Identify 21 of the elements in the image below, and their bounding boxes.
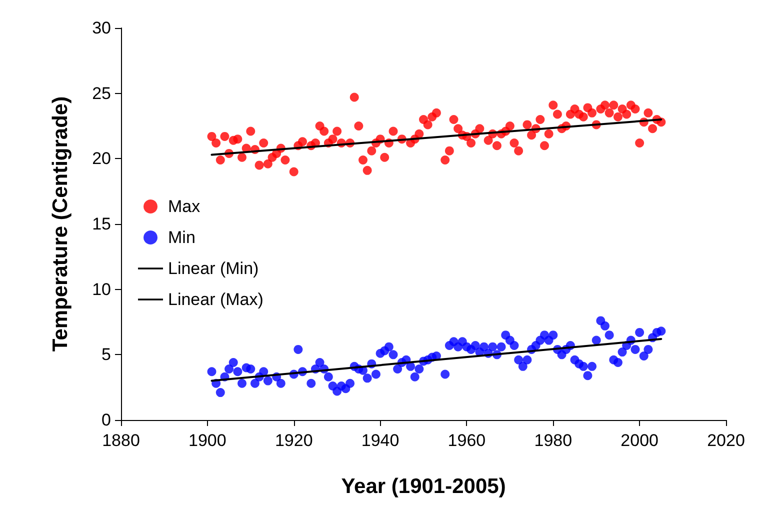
x-tick-label: 1980: [534, 431, 572, 450]
legend-label: Min: [168, 228, 196, 247]
x-tick-label: 1900: [188, 431, 226, 450]
y-tick-label: 25: [92, 84, 111, 103]
legend-label: Max: [168, 197, 201, 216]
x-tick-label: 1940: [361, 431, 400, 450]
y-tick-label: 15: [92, 214, 111, 234]
x-tick-label: 1880: [102, 431, 140, 450]
y-tick-label: 0: [102, 410, 111, 430]
x-axis-title: Year (1901-2005): [341, 475, 506, 498]
legend-label: Linear (Max): [168, 290, 264, 309]
y-tick-label: 5: [102, 345, 111, 364]
legend-label: Linear (Min): [168, 259, 259, 278]
y-tick-label: 20: [92, 149, 111, 168]
y-tick-label: 30: [92, 18, 111, 38]
y-tick-label: 10: [92, 280, 111, 299]
x-tick-label: 2000: [620, 431, 658, 450]
x-tick-label: 1920: [274, 431, 313, 450]
y-axis-title: Temperature (Centigrade): [49, 96, 72, 352]
x-tick-label: 2020: [707, 431, 745, 450]
x-tick-label: 1960: [448, 431, 486, 450]
